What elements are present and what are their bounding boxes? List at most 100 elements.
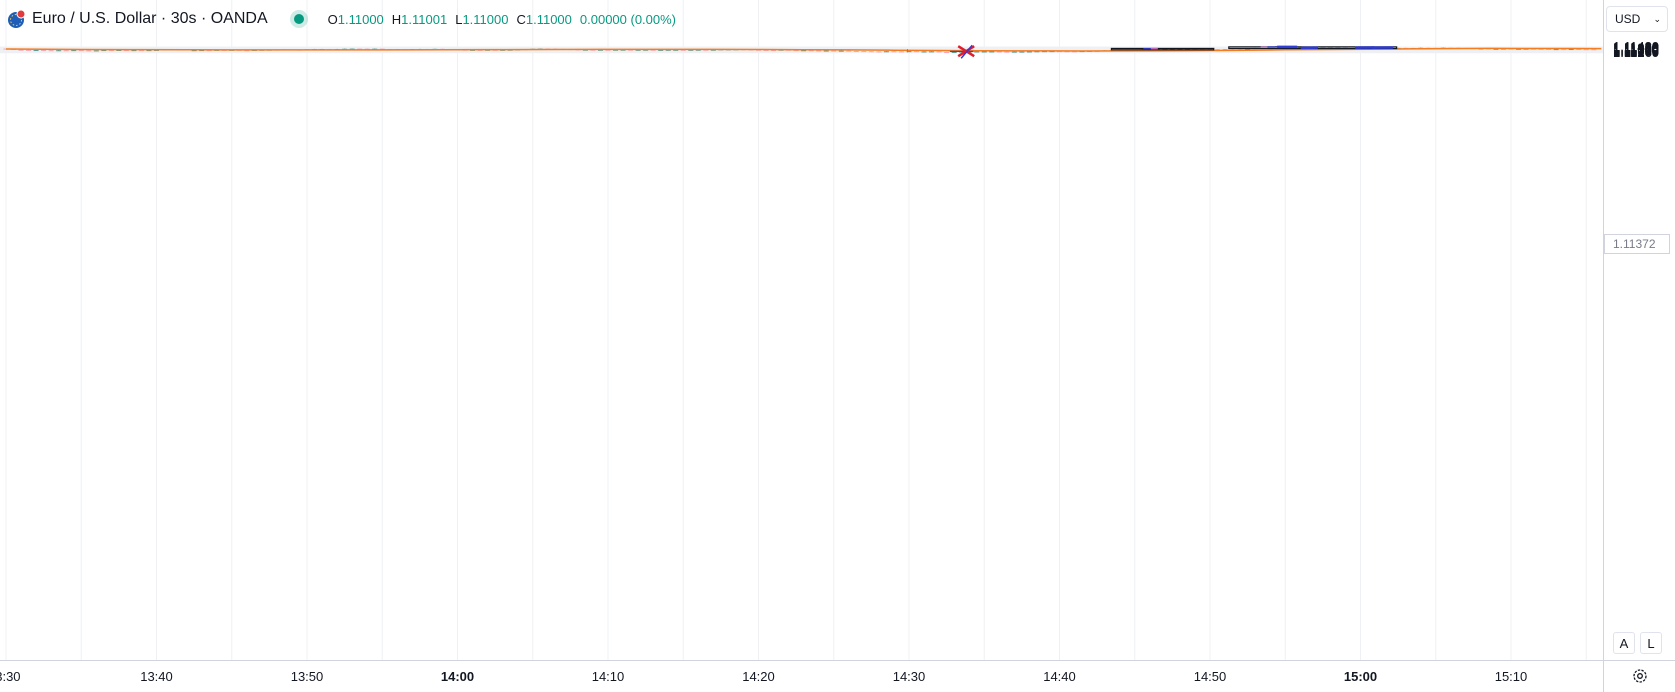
candle-body (1576, 49, 1582, 51)
candle-body (989, 51, 995, 53)
price-tick-label: 1.11410 (1613, 40, 1659, 55)
candle-body (861, 51, 867, 53)
candle-up[interactable] (1011, 51, 1017, 53)
price-tick-label: 1.11390 (1613, 40, 1659, 55)
time-tick-label: 14:20 (742, 669, 775, 684)
candle-up[interactable] (929, 51, 935, 53)
candle-body (635, 49, 641, 51)
candle-body (63, 50, 69, 52)
auto-scale-label: A (1619, 635, 1629, 651)
candle-body (199, 50, 205, 52)
candle-down[interactable] (1591, 49, 1597, 51)
candle-up[interactable] (349, 48, 355, 50)
time-tick-label: 15:00 (1344, 669, 1377, 684)
candle-body (48, 50, 54, 52)
candle-down[interactable] (846, 50, 852, 52)
candle-body (41, 50, 47, 52)
candle-body (56, 50, 62, 52)
candle-up[interactable] (981, 51, 987, 53)
candle-body (357, 48, 363, 50)
candle-body (710, 49, 716, 51)
candle-body (146, 50, 152, 52)
moving-average-line (5, 47, 1602, 52)
candle-body (123, 49, 129, 51)
candle-body (33, 50, 39, 52)
candle-down[interactable] (1004, 51, 1010, 53)
candle-body (1184, 48, 1190, 50)
candle-body (1493, 48, 1499, 50)
log-scale-button[interactable]: L (1640, 632, 1662, 654)
chevron-down-icon: ⌄ (1653, 13, 1661, 24)
candle-body (823, 50, 829, 52)
candle-body (883, 51, 889, 53)
candle-up[interactable] (838, 50, 844, 52)
candle-body (876, 51, 882, 53)
price-tick-label: 1.11290 (1613, 44, 1659, 59)
candle-body (26, 49, 32, 51)
change-value: 0.00000 (0.00%) (579, 11, 677, 27)
candle-down[interactable] (357, 48, 363, 50)
candle-up[interactable] (93, 50, 99, 52)
currency-select[interactable]: USD ⌄ (1606, 6, 1668, 32)
price-tick-label: 1.11360 (1613, 41, 1659, 56)
candle-down[interactable] (861, 50, 867, 53)
candle-up[interactable] (883, 51, 889, 53)
candle-down[interactable] (816, 50, 822, 52)
candle-up[interactable] (906, 51, 912, 53)
candle-body (1320, 47, 1326, 49)
candle-body (1072, 51, 1078, 53)
candle-body (673, 49, 679, 51)
candle-body (1327, 47, 1333, 49)
candle-body (929, 51, 935, 53)
price-tick-label: 1.11340 (1613, 42, 1659, 57)
candle-body (1034, 51, 1040, 53)
candle-body (846, 50, 852, 52)
candle-body (906, 51, 912, 53)
candle-down[interactable] (936, 51, 942, 53)
candle-body (763, 49, 769, 51)
candle-up[interactable] (951, 51, 957, 53)
candle-body (680, 49, 686, 51)
chart-settings-button[interactable] (1630, 666, 1650, 686)
candle-up[interactable] (823, 50, 829, 52)
candle-body (951, 51, 957, 53)
low-label: L (455, 11, 463, 27)
candle-body (816, 50, 822, 52)
candle-down[interactable] (86, 50, 92, 52)
candle-down[interactable] (914, 51, 920, 53)
candle-body (1583, 49, 1589, 51)
candle-down[interactable] (944, 51, 950, 54)
time-tick-label: 13:30 (0, 669, 21, 684)
candle-body (1553, 49, 1559, 51)
candle-up[interactable] (56, 50, 62, 52)
candle-body (703, 49, 709, 51)
candle-down[interactable] (891, 51, 897, 53)
time-tick-label: 14:50 (1194, 669, 1227, 684)
symbol-title[interactable]: Euro / U.S. Dollar · 30s · OANDA (32, 10, 268, 27)
cross-marker[interactable] (957, 44, 975, 59)
candle-up[interactable] (33, 49, 39, 52)
candle-down[interactable] (868, 51, 874, 53)
time-tick-label: 13:50 (291, 669, 324, 684)
candle-down[interactable] (876, 51, 882, 53)
candle-down[interactable] (48, 50, 54, 52)
price-tick-label: 1.11310 (1613, 43, 1659, 58)
candle-up[interactable] (974, 51, 980, 53)
candle-down[interactable] (853, 50, 859, 53)
candle-body (838, 50, 844, 52)
candle-up[interactable] (1019, 51, 1025, 53)
candle-body (891, 51, 897, 53)
candle-down[interactable] (63, 50, 69, 52)
price-axis[interactable]: 1.114301.114201.114101.114001.113901.113… (1613, 39, 1659, 60)
candle-up[interactable] (921, 51, 927, 53)
zone-rectangle[interactable] (1110, 47, 1215, 51)
candle-body (1335, 47, 1341, 49)
price-tick-label: 1.11320 (1613, 43, 1659, 58)
time-axis[interactable]: 13:30 13:40 13:50 14:00 14:10 14:20 14:30 14:40… (0, 669, 1527, 684)
candle-body (71, 50, 77, 52)
candle-down[interactable] (898, 51, 904, 53)
candle-body (801, 50, 807, 52)
auto-scale-button[interactable]: A (1613, 632, 1635, 654)
price-tick-label: 1.11260 (1613, 45, 1659, 60)
